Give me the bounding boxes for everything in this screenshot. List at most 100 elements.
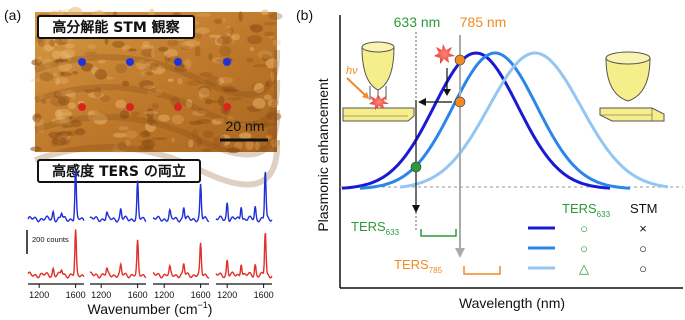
stm-texture bbox=[30, 6, 283, 188]
stm-texture-blob bbox=[252, 64, 268, 68]
stm-texture-blob bbox=[55, 58, 69, 63]
stm-texture-blob bbox=[144, 71, 153, 76]
stm-texture-blob bbox=[263, 21, 278, 26]
stm-texture-blob bbox=[256, 145, 266, 151]
stm-texture-blob bbox=[263, 94, 272, 101]
stm-texture-blob bbox=[63, 49, 75, 58]
spectra-tick-label: 1200 bbox=[29, 290, 49, 300]
stm-texture-blob bbox=[226, 116, 234, 123]
stm-texture-blob bbox=[185, 99, 193, 109]
stm-texture-blob bbox=[112, 40, 125, 48]
stm-texture-blob bbox=[117, 141, 127, 151]
stm-texture-blob bbox=[112, 144, 126, 153]
stm-texture-blob bbox=[269, 139, 281, 147]
curve-mid-blue bbox=[359, 51, 631, 190]
stm-texture-blob bbox=[55, 77, 60, 86]
stm-texture-blob bbox=[265, 58, 279, 69]
stm-texture-blob bbox=[184, 39, 201, 47]
stm-texture-blob bbox=[230, 34, 236, 44]
stm-texture-blob bbox=[212, 57, 224, 64]
stm-texture-blob bbox=[223, 88, 239, 93]
stm-texture-blob bbox=[225, 25, 232, 36]
stm-texture-blob bbox=[268, 12, 283, 20]
stm-texture-blob bbox=[249, 46, 254, 52]
arrow-633-head bbox=[412, 205, 420, 213]
stm-texture-blob bbox=[205, 75, 221, 86]
stm-texture-blob bbox=[180, 63, 186, 68]
stm-texture-blob bbox=[213, 18, 223, 24]
stm-texture-blob bbox=[268, 35, 274, 39]
ters-title-box bbox=[37, 159, 201, 183]
ters633-label: TERS633 bbox=[351, 219, 400, 237]
stm-texture-blob bbox=[52, 136, 67, 146]
stm-texture-blob bbox=[56, 77, 69, 85]
stm-texture-blob bbox=[30, 146, 42, 152]
ters633-bracket bbox=[420, 229, 457, 237]
table-header-stm: STM bbox=[630, 201, 657, 216]
stm-texture-blob bbox=[87, 44, 97, 49]
stm-blue-dots bbox=[78, 58, 231, 66]
ters785-label: TERS785 bbox=[394, 257, 443, 275]
stm-texture-blob bbox=[246, 57, 254, 63]
stm-texture-blob bbox=[195, 31, 202, 40]
star-785 bbox=[434, 44, 455, 64]
stm-texture-blob bbox=[198, 90, 204, 100]
stm-texture-blob bbox=[124, 130, 138, 139]
stm-texture-blob bbox=[198, 87, 210, 98]
stm-texture-blob bbox=[146, 108, 154, 119]
stm-texture-blob bbox=[198, 85, 211, 95]
stm-texture-blob bbox=[121, 44, 131, 52]
stm-texture-blob bbox=[265, 80, 270, 88]
stm-texture-blob bbox=[38, 94, 45, 100]
stm-texture-blob bbox=[247, 35, 263, 45]
stm-texture-blob bbox=[265, 134, 273, 140]
spectra-x-axes: 1200 1600 1200 1600 1200 1600 1200 1600 bbox=[28, 283, 274, 300]
stm-texture-blob bbox=[99, 95, 111, 103]
stm-texture-blob bbox=[204, 98, 213, 105]
stm-texture-blob bbox=[142, 138, 156, 150]
stm-texture-blob bbox=[250, 24, 263, 33]
stm-texture-blob bbox=[59, 50, 65, 58]
stm-texture-blob bbox=[238, 11, 243, 22]
stm-texture-blob bbox=[57, 130, 73, 137]
stm-texture-blob bbox=[253, 82, 265, 94]
stm-texture-blob bbox=[272, 39, 281, 46]
spectrum-blue bbox=[89, 180, 147, 223]
stm-texture-blob bbox=[53, 37, 59, 46]
stm-texture-blob bbox=[84, 89, 96, 94]
stm-texture-blob bbox=[140, 140, 153, 144]
stm-texture-blob bbox=[75, 128, 86, 136]
stm-texture-blob bbox=[93, 87, 102, 98]
panel-a-x-axis-label: Wavenumber (cm−1) bbox=[88, 300, 213, 317]
label-785: 785 nm bbox=[460, 14, 507, 30]
stm-texture-blob bbox=[42, 58, 53, 70]
stm-texture-blob bbox=[43, 44, 54, 52]
stm-texture-blob bbox=[144, 111, 158, 115]
stm-texture-blob bbox=[196, 13, 211, 17]
table-row-2-ters: ○ bbox=[580, 241, 588, 256]
stm-texture-blob bbox=[119, 110, 129, 120]
arrow-left-head bbox=[418, 98, 426, 106]
stm-texture-blob bbox=[218, 95, 225, 107]
stm-texture-blob bbox=[170, 137, 176, 143]
stm-texture-blob bbox=[257, 50, 273, 59]
stm-texture-blob bbox=[31, 59, 43, 66]
stm-texture-blob bbox=[70, 119, 82, 128]
stm-texture-blob bbox=[219, 45, 232, 57]
stm-texture-blob bbox=[158, 114, 170, 122]
stm-texture-blob bbox=[212, 136, 223, 147]
spectrum-red bbox=[27, 229, 85, 279]
spectra-tick-label: 1200 bbox=[91, 290, 111, 300]
stm-texture-blob bbox=[167, 78, 174, 82]
stm-texture-blob bbox=[151, 102, 159, 110]
stm-texture-blob bbox=[87, 110, 96, 121]
stm-texture-blob bbox=[139, 130, 151, 138]
stm-texture-blob bbox=[151, 65, 166, 75]
stm-texture-blob bbox=[264, 31, 275, 37]
stm-texture-blob bbox=[270, 71, 275, 82]
spectrum-red bbox=[89, 239, 147, 279]
stm-texture-blob bbox=[211, 118, 222, 125]
curve-light-blue bbox=[399, 51, 669, 189]
arrow-785-down-head bbox=[443, 89, 451, 96]
stm-texture-blob bbox=[115, 99, 127, 109]
